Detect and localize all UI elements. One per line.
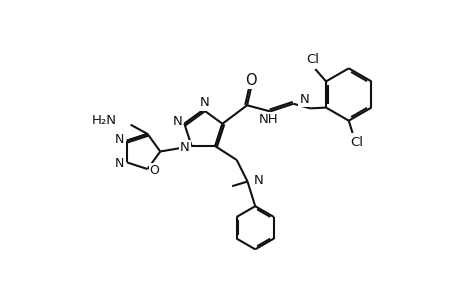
Text: H₂N: H₂N [91, 114, 117, 127]
Text: N: N [199, 97, 208, 110]
Text: O: O [149, 164, 159, 177]
Text: N: N [115, 133, 124, 146]
Text: N: N [253, 173, 263, 187]
Text: O: O [245, 73, 256, 88]
Text: NH: NH [258, 112, 278, 126]
Text: Cl: Cl [306, 53, 319, 66]
Text: N: N [179, 141, 189, 154]
Text: Cl: Cl [349, 136, 362, 149]
Text: N: N [299, 93, 308, 106]
Text: N: N [172, 115, 182, 128]
Text: N: N [115, 158, 124, 170]
